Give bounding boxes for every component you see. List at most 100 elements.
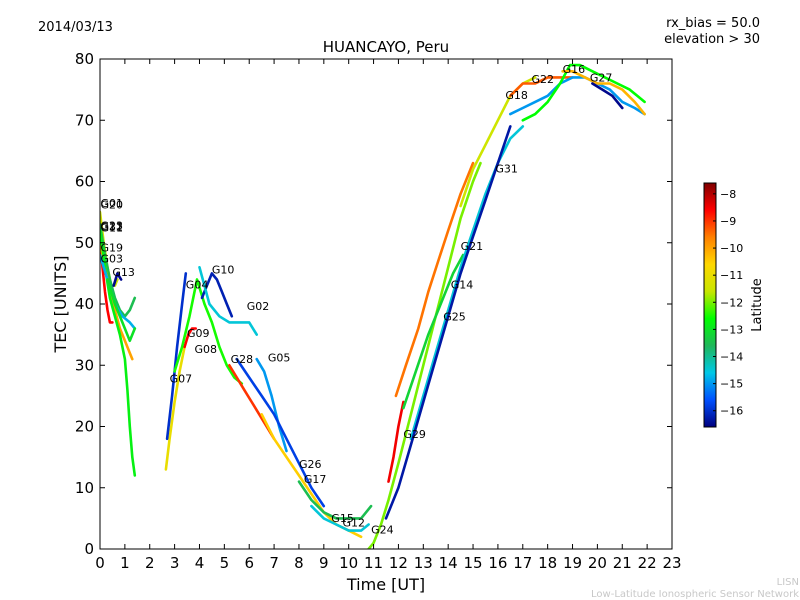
y-tick-label: 50	[75, 234, 94, 252]
x-tick-label: 21	[613, 554, 632, 572]
colorbar-tick-label: −8	[720, 188, 736, 201]
sat-label-g07: G07	[170, 372, 193, 385]
sat-label-g11: G11	[101, 222, 124, 235]
colorbar-tick-label: −15	[720, 378, 743, 391]
sat-label-g20: G20	[101, 198, 124, 211]
x-tick-label: 11	[364, 554, 383, 572]
x-tick-label: 8	[294, 554, 304, 572]
series-g10	[200, 272, 234, 318]
x-tick-label: 18	[538, 554, 557, 572]
y-tick-label: 60	[75, 173, 94, 191]
sat-label-g17: G17	[304, 473, 327, 486]
series-g02	[198, 265, 259, 336]
x-tick-label: 5	[220, 554, 230, 572]
sat-label-g10: G10	[212, 263, 235, 276]
chart-title: HUANCAYO, Peru	[323, 38, 449, 56]
series-g19	[112, 272, 123, 287]
series-g16	[508, 76, 646, 116]
sat-label-g29: G29	[403, 428, 426, 441]
series-g04	[165, 272, 188, 441]
colorbar-tick-label: −13	[720, 323, 743, 336]
series-g07	[164, 345, 186, 471]
series-g29	[387, 400, 405, 483]
x-tick-label: 9	[319, 554, 329, 572]
sat-label-g15: G15	[331, 512, 354, 525]
sat-label-g23: G23	[101, 219, 124, 232]
series-g21	[409, 125, 525, 441]
colorbar: −8 −9 −10 −11 −12 −13 −14 −15 −16 Latitude	[703, 182, 765, 428]
series-g13	[106, 278, 137, 343]
x-tick-label: 22	[638, 554, 657, 572]
series-g14	[402, 253, 465, 410]
x-tick-label: 7	[269, 554, 279, 572]
colorbar-tick-label: −16	[720, 405, 743, 418]
date-label: 2014/03/13	[38, 20, 113, 35]
series-g15	[297, 480, 373, 520]
x-tick-label: 2	[145, 554, 155, 572]
x-tick-label: 16	[488, 554, 507, 572]
series-g25	[394, 161, 475, 398]
sat-label-g09: G09	[187, 327, 210, 340]
series-g05	[255, 357, 288, 453]
sat-label-g21: G21	[461, 240, 484, 253]
y-tick-label: 30	[75, 356, 94, 374]
y-axis-label: TEC [UNITS]	[51, 256, 70, 354]
colorbar-tick-label: −11	[720, 269, 743, 282]
sat-label-g26: G26	[299, 458, 322, 471]
x-tick-label: 10	[339, 554, 358, 572]
x-tick-label: 14	[439, 554, 458, 572]
x-tick-label: 23	[662, 554, 681, 572]
y-tick-label: 0	[84, 540, 94, 558]
colorbar-tick-label: −9	[720, 215, 736, 228]
plot-area	[100, 63, 646, 549]
y-tick-label: 70	[75, 111, 94, 129]
colorbar-tick-label: −12	[720, 296, 743, 309]
x-tick-label: 1	[120, 554, 130, 572]
sat-label-g03: G03	[101, 252, 124, 265]
sat-label-g28: G28	[231, 353, 254, 366]
series-g24	[367, 161, 482, 549]
plot-frame	[99, 58, 673, 550]
sat-label-g04: G04	[186, 279, 209, 292]
x-tick-label: 0	[95, 554, 105, 572]
x-tick-label: 6	[244, 554, 254, 572]
series-layer	[100, 63, 646, 549]
x-tick-label: 3	[170, 554, 180, 572]
series-g27	[521, 63, 646, 122]
series-g31	[384, 125, 512, 520]
x-tick-label: 15	[463, 554, 482, 572]
series-g30	[561, 70, 646, 116]
x-tick-label: 20	[588, 554, 607, 572]
x-axis-label: Time [UT]	[346, 575, 425, 594]
sat-label-g32: G32	[101, 221, 124, 234]
x-tick-label: 19	[563, 554, 582, 572]
rx-bias-label: rx_bias = 50.0	[666, 16, 760, 31]
series-g26	[235, 357, 326, 508]
sat-label-g22: G22	[532, 73, 555, 86]
sat-label-g13: G13	[112, 266, 135, 279]
colorbar-label: Latitude	[750, 278, 765, 332]
y-tick-label: 20	[75, 418, 94, 436]
sat-label-g12: G12	[343, 516, 366, 529]
sat-label-g16: G16	[563, 63, 586, 76]
x-tick-label: 4	[195, 554, 205, 572]
series-g06	[591, 82, 624, 110]
series-g08	[173, 278, 244, 385]
sat-label-g19: G19	[101, 241, 124, 254]
elevation-label: elevation > 30	[664, 32, 760, 47]
footer-network: Low-Latitude Ionospheric Sensor Network	[591, 589, 799, 600]
sat-label-g24: G24	[371, 524, 394, 537]
sat-label-g02: G02	[247, 300, 270, 313]
sat-label-g01: G01	[101, 197, 124, 210]
sat-label-g25: G25	[443, 311, 466, 324]
colorbar-tick-label: −14	[720, 351, 743, 364]
colorbar-gradient	[703, 182, 717, 428]
sat-label-g18: G18	[505, 89, 528, 102]
sat-label-g27: G27	[590, 72, 613, 85]
series-g09	[183, 327, 197, 349]
x-tick-label: 17	[513, 554, 532, 572]
sat-label-g08: G08	[195, 343, 218, 356]
sat-label-g14: G14	[451, 279, 474, 292]
